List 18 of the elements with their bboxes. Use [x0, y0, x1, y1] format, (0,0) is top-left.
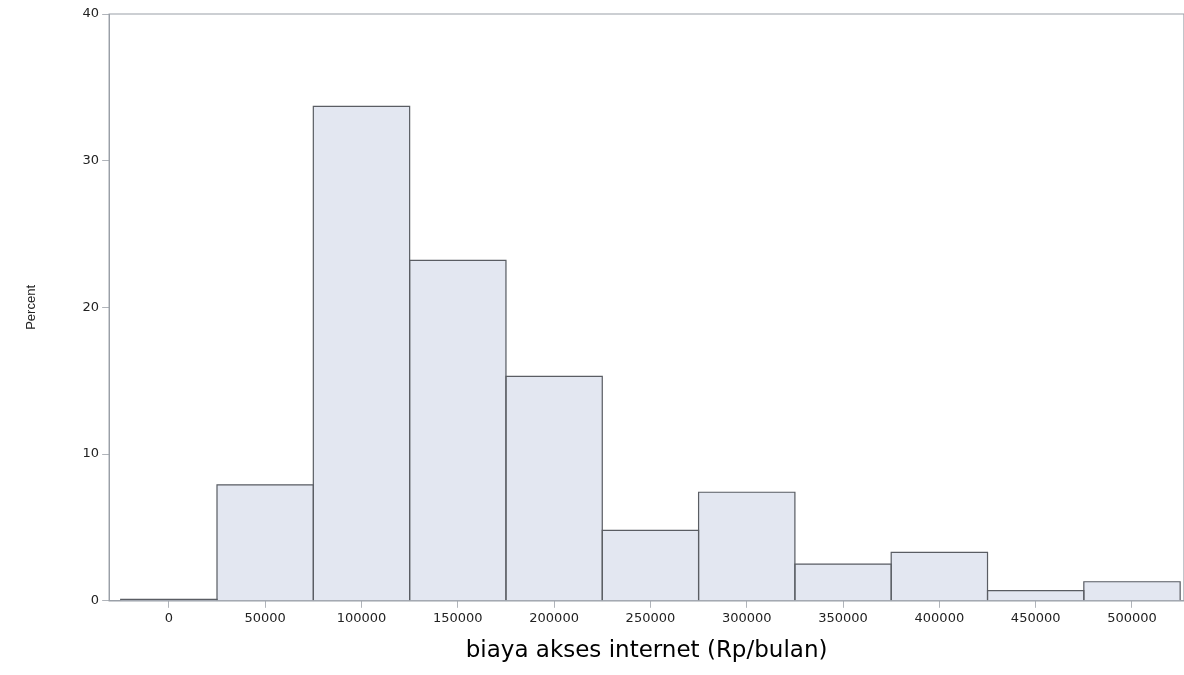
x-tick-label: 150000 [432, 609, 483, 625]
x-tick-label: 50000 [244, 609, 286, 625]
y-tick-label: 10 [82, 445, 100, 461]
x-tick-label: 250000 [625, 609, 676, 625]
y-axis-title: Percent [23, 284, 39, 330]
y-tick-label: 30 [82, 152, 100, 168]
x-tick-label: 450000 [1010, 609, 1061, 625]
x-tick-label: 400000 [914, 609, 965, 625]
y-tick-label: 40 [82, 5, 100, 21]
x-tick-label: 500000 [1107, 609, 1157, 625]
x-axis-title: biaya akses internet (Rp/bulan) [465, 636, 828, 663]
y-tick-label: 20 [82, 298, 100, 314]
x-tick-label: 0 [164, 609, 173, 625]
x-tick-label: 200000 [529, 609, 579, 625]
x-tick-label: 300000 [721, 609, 772, 625]
x-tick-label: 100000 [336, 609, 387, 625]
x-tick-label: 350000 [818, 609, 868, 625]
y-tick-label: 0 [90, 592, 100, 608]
